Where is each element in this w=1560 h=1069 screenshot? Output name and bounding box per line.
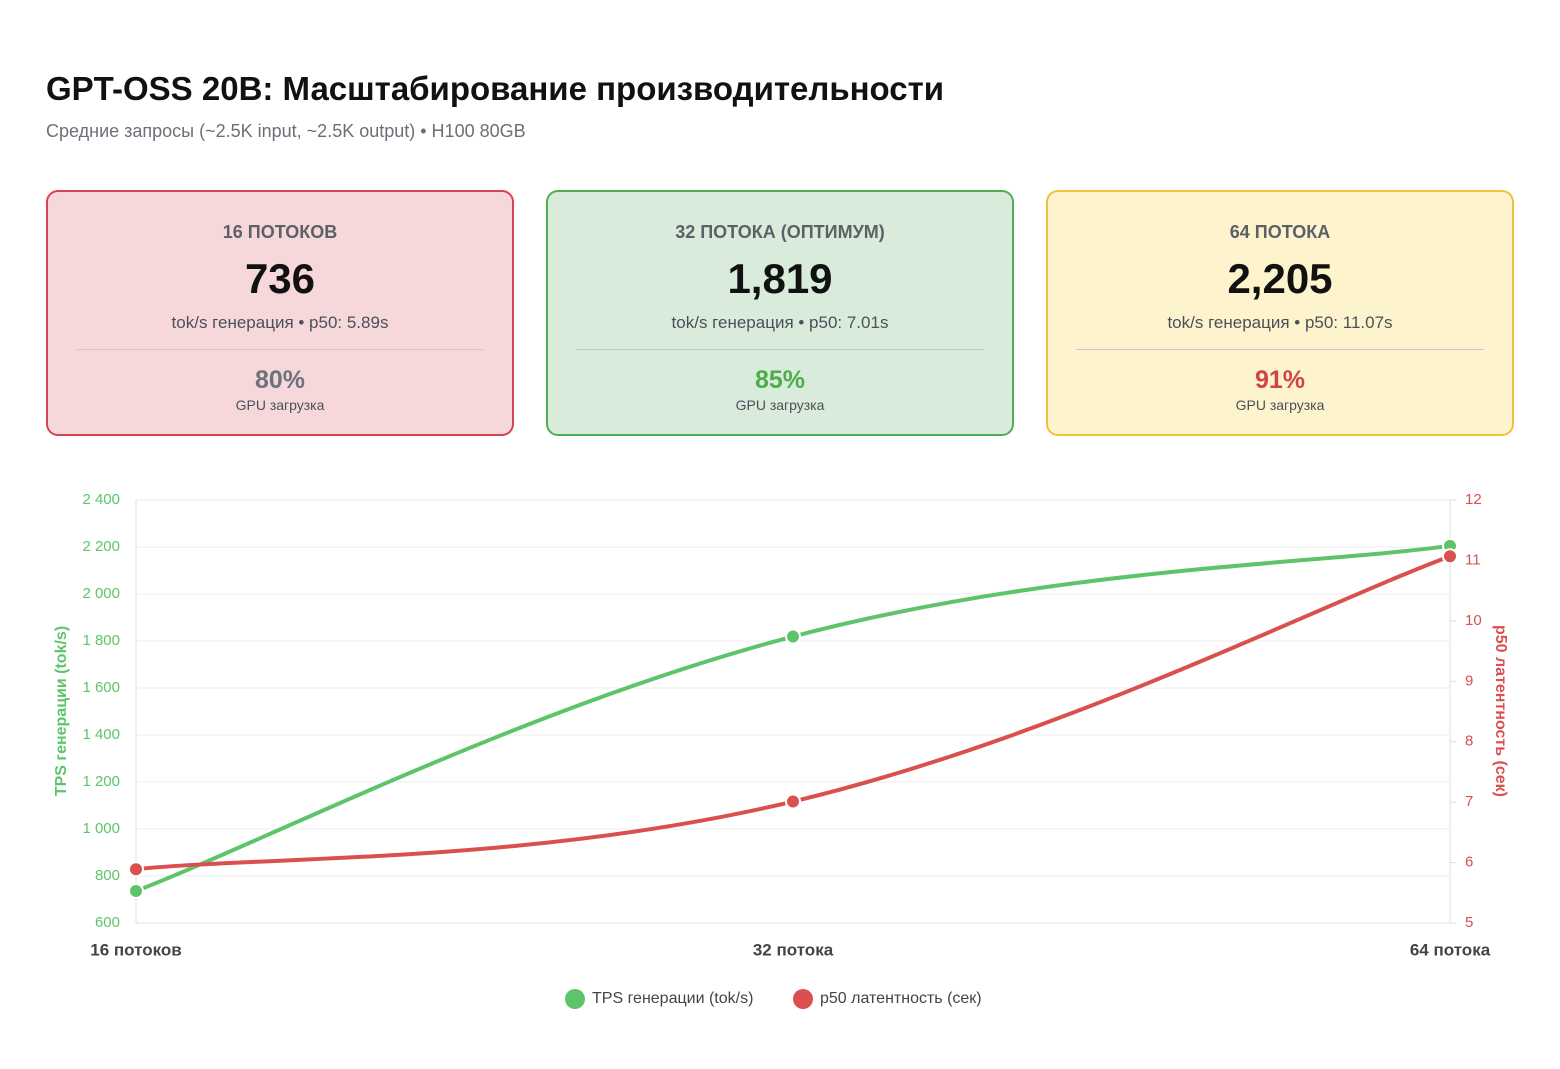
card-label: 32 ПОТОКА (ОПТИМУМ) [675,222,885,242]
y-axis-title: TPS генерации (tok/s) [53,626,70,796]
x-tick-label: 64 потока [1410,940,1491,959]
card-description: tok/s генерация • p50: 7.01s [671,313,889,332]
legend-label: p50 латентность (сек) [820,990,982,1007]
y-tick-label: 1 200 [82,773,120,790]
gpu-label: GPU загрузка [735,397,825,413]
data-point [128,883,144,900]
y-tick-label: 2 400 [82,491,120,508]
y2-tick-label: 7 [1465,793,1473,810]
y2-tick-label: 5 [1465,914,1473,931]
legend-marker [793,989,813,1009]
divider [1076,349,1484,350]
legend-marker [565,989,585,1009]
gpu-value: 80% [254,366,306,394]
data-point [785,793,801,810]
subtitle: Средние запросы (~2.5K input, ~2.5K outp… [46,121,526,141]
gpu-value: 85% [754,366,806,394]
card-value: 2,205 [1227,255,1333,302]
series-line [135,543,1451,893]
x-tick-label: 16 потоков [90,940,181,959]
y2-tick-label: 6 [1465,854,1473,871]
y-tick-label: 1 400 [82,726,120,743]
x-tick-label: 32 потока [753,940,834,959]
data-point [128,861,144,878]
legend-label: TPS генерации (tok/s) [592,990,753,1007]
divider [576,349,984,350]
y2-tick-label: 8 [1465,733,1473,750]
card-value: 736 [244,255,316,302]
series-line [135,554,1451,872]
gpu-label: GPU загрузка [235,397,325,413]
y-tick-label: 1 600 [82,679,120,696]
y2-axis-title: p50 латентность (сек) [1492,625,1509,797]
stat-card: 32 ПОТОКА (ОПТИМУМ) 1,819 tok/s генерация … [546,190,1014,436]
y2-tick-label: 11 [1465,551,1481,568]
y2-tick-label: 9 [1465,672,1473,689]
divider [76,349,484,350]
card-description: tok/s генерация • p50: 5.89s [171,313,389,332]
stat-card: 16 ПОТОКОВ 736 tok/s генерация • p50: 5.89… [46,190,514,436]
y2-tick-label: 10 [1465,612,1482,629]
data-point [785,628,801,645]
card-description: tok/s генерация • p50: 11.07s [1167,313,1393,332]
card-label: 64 ПОТОКА [1229,222,1331,242]
data-point [1442,548,1458,565]
gpu-value: 91% [1254,366,1306,394]
y-tick-label: 1 800 [82,632,120,649]
y-tick-label: 1 000 [82,820,120,837]
y-tick-label: 2 000 [82,585,120,602]
card-label: 16 ПОТОКОВ [222,222,338,242]
y-tick-label: 800 [95,867,120,884]
stat-card: 64 ПОТОКА 2,205 tok/s генерация • p50: 11.… [1046,190,1514,436]
y-tick-label: 600 [95,914,120,931]
gpu-label: GPU загрузка [1235,397,1325,413]
y2-tick-label: 12 [1465,491,1482,508]
y-tick-label: 2 200 [82,538,120,555]
card-value: 1,819 [727,255,833,302]
title: GPT-OSS 20B: Масштабирование производите… [46,70,945,107]
